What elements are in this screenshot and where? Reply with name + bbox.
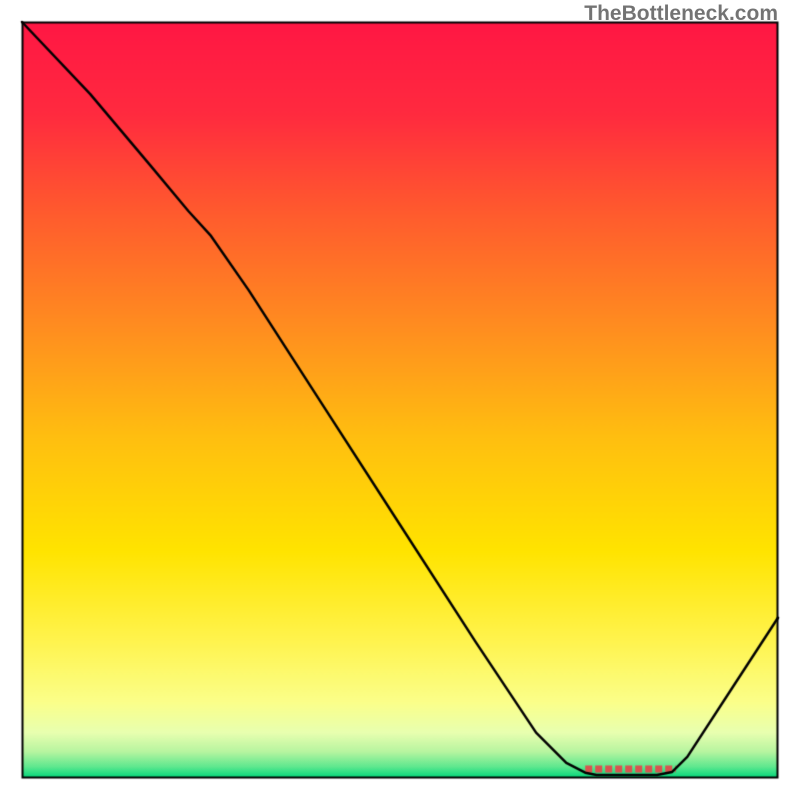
watermark-text: TheBottleneck.com [584, 2, 778, 26]
chart-container: TheBottleneck.com [0, 0, 800, 800]
curve-canvas [0, 0, 800, 800]
